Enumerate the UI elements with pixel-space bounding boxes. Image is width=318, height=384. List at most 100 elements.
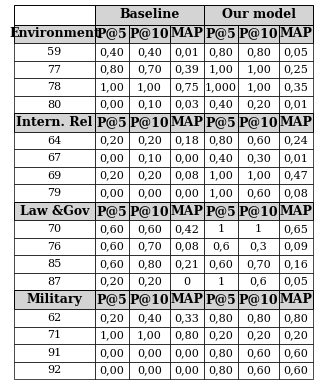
Text: 1: 1 <box>218 277 225 287</box>
Bar <box>95 361 129 379</box>
Text: 0,40: 0,40 <box>100 47 124 57</box>
Text: 64: 64 <box>47 136 62 146</box>
Text: P@5: P@5 <box>206 28 237 40</box>
Text: 0,60: 0,60 <box>100 224 124 234</box>
Text: 1,00: 1,00 <box>100 330 124 340</box>
Bar <box>238 238 279 255</box>
Text: 87: 87 <box>47 277 62 287</box>
Bar <box>95 113 129 132</box>
Bar <box>279 113 313 132</box>
Text: 0,00: 0,00 <box>137 188 162 198</box>
Text: 0,70: 0,70 <box>137 242 162 252</box>
Bar <box>129 43 170 61</box>
Text: 1,00: 1,00 <box>246 170 271 180</box>
Text: 1,00: 1,00 <box>137 82 162 92</box>
Bar <box>170 273 204 290</box>
Text: 79: 79 <box>47 188 62 198</box>
Bar <box>129 344 170 361</box>
Bar <box>238 132 279 149</box>
Text: 0,20: 0,20 <box>284 330 308 340</box>
Bar <box>279 167 313 184</box>
Text: Our model: Our model <box>222 8 296 22</box>
Text: 0,30: 0,30 <box>246 153 271 163</box>
Bar <box>279 238 313 255</box>
Bar <box>14 96 95 113</box>
Bar <box>279 149 313 167</box>
Text: 0,24: 0,24 <box>284 136 308 146</box>
Text: 0,40: 0,40 <box>137 313 162 323</box>
Bar <box>95 96 129 113</box>
Bar <box>170 290 204 309</box>
Text: 0,20: 0,20 <box>100 136 124 146</box>
Text: 59: 59 <box>47 47 62 57</box>
Text: 69: 69 <box>47 170 62 180</box>
Text: P@5: P@5 <box>97 205 128 218</box>
Bar <box>95 184 129 202</box>
Text: 0,40: 0,40 <box>209 153 233 163</box>
Bar <box>170 326 204 344</box>
Bar <box>95 202 129 220</box>
Text: 0,05: 0,05 <box>284 47 308 57</box>
Bar <box>279 326 313 344</box>
Text: 62: 62 <box>47 313 62 323</box>
Bar <box>279 344 313 361</box>
Bar <box>129 309 170 326</box>
Text: 1,000: 1,000 <box>205 82 237 92</box>
Bar <box>14 61 95 78</box>
Text: 0,60: 0,60 <box>246 348 271 358</box>
Text: Law &Gov: Law &Gov <box>20 205 89 218</box>
Bar <box>238 255 279 273</box>
Text: 0,60: 0,60 <box>284 348 308 358</box>
Text: 0: 0 <box>183 277 190 287</box>
Bar <box>14 344 95 361</box>
Text: 0,00: 0,00 <box>100 365 124 375</box>
Text: 0,08: 0,08 <box>175 170 199 180</box>
Bar <box>204 309 238 326</box>
Bar <box>204 326 238 344</box>
Bar <box>204 255 238 273</box>
Bar <box>170 113 204 132</box>
Bar <box>14 273 95 290</box>
Text: 0,03: 0,03 <box>175 99 199 109</box>
Text: P@5: P@5 <box>97 116 128 129</box>
Bar <box>129 326 170 344</box>
Bar <box>279 361 313 379</box>
Bar <box>170 167 204 184</box>
Text: MAP: MAP <box>280 28 313 40</box>
Text: 0,20: 0,20 <box>137 277 162 287</box>
Text: 0,00: 0,00 <box>137 365 162 375</box>
Text: 1: 1 <box>218 224 225 234</box>
Bar <box>279 220 313 238</box>
Bar <box>170 202 204 220</box>
Text: 0,00: 0,00 <box>100 188 124 198</box>
Bar <box>238 167 279 184</box>
Text: 0,80: 0,80 <box>100 65 124 74</box>
Bar <box>204 5 313 25</box>
Text: 80: 80 <box>47 99 62 109</box>
Bar <box>279 309 313 326</box>
Text: 0,20: 0,20 <box>100 170 124 180</box>
Bar <box>170 255 204 273</box>
Bar <box>14 132 95 149</box>
Text: P@10: P@10 <box>239 116 279 129</box>
Bar <box>95 5 204 25</box>
Text: 1,00: 1,00 <box>246 82 271 92</box>
Bar <box>14 167 95 184</box>
Bar <box>95 132 129 149</box>
Text: 0,18: 0,18 <box>175 136 199 146</box>
Bar <box>238 149 279 167</box>
Bar <box>238 202 279 220</box>
Text: 0,80: 0,80 <box>175 330 199 340</box>
Text: 0,35: 0,35 <box>284 82 308 92</box>
Bar <box>238 61 279 78</box>
Bar <box>204 361 238 379</box>
Bar <box>129 273 170 290</box>
Text: 67: 67 <box>47 153 62 163</box>
Text: P@5: P@5 <box>206 116 237 129</box>
Text: 0,01: 0,01 <box>175 47 199 57</box>
Text: MAP: MAP <box>170 293 204 306</box>
Bar <box>14 361 95 379</box>
Bar <box>95 220 129 238</box>
Text: 1,00: 1,00 <box>137 330 162 340</box>
Bar <box>170 220 204 238</box>
